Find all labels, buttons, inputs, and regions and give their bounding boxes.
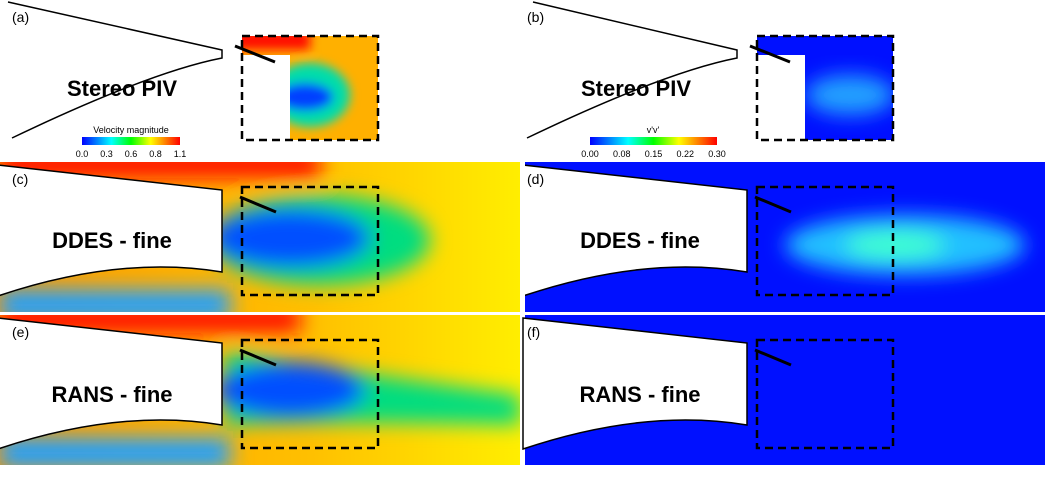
panel-e	[0, 315, 520, 465]
colorbar-tick-label: 1.1	[174, 149, 187, 159]
colorbar	[82, 137, 180, 145]
colorbar-tick-label: 0.6	[125, 149, 138, 159]
flap	[239, 348, 277, 367]
colorbar-tick-label: 0.30	[708, 149, 726, 159]
nozzle	[7, 1, 223, 139]
window-box	[240, 34, 380, 142]
flap	[234, 44, 276, 64]
panel-label: (b)	[527, 9, 544, 25]
nozzle	[526, 1, 738, 139]
flap	[749, 44, 791, 64]
window-box	[755, 338, 895, 450]
colorbar-tick-label: 0.0	[76, 149, 89, 159]
panel-a	[7, 1, 380, 145]
colorbar-tick-label: 0.3	[100, 149, 113, 159]
colorbar-tick-label: 0.8	[149, 149, 162, 159]
colorbar-tick-label: 0.15	[645, 149, 663, 159]
panel-title: RANS - fine	[52, 382, 173, 407]
panel-b	[526, 1, 895, 145]
nozzle	[0, 317, 223, 450]
panel-label: (d)	[527, 171, 544, 187]
panel-title: DDES - fine	[52, 228, 172, 253]
window-box	[240, 338, 380, 450]
window-box	[240, 185, 380, 297]
colorbar-tick-label: 0.08	[613, 149, 631, 159]
colorbar-title: v'v'	[647, 125, 660, 135]
colorbar-ticks: 0.0 0.3 0.6 0.8 1.1 0.00 0.08 0.15 0.22 0.30	[76, 149, 726, 159]
panel-label: (c)	[12, 171, 28, 187]
window-box	[755, 34, 895, 142]
panel-title: Stereo PIV	[581, 76, 691, 101]
panel-label: (f)	[527, 324, 540, 340]
nozzle	[0, 164, 223, 297]
piv-field	[242, 36, 378, 140]
panel-f	[522, 315, 1045, 465]
panel-c	[0, 162, 520, 312]
colorbar-tick-label: 0.22	[676, 149, 694, 159]
panel-title: Stereo PIV	[67, 76, 177, 101]
colorbar-tick-label: 0.00	[581, 149, 599, 159]
colorbar	[590, 137, 717, 145]
panel-title: RANS - fine	[580, 382, 701, 407]
flap	[239, 195, 277, 214]
flap	[754, 348, 792, 367]
panel-title: DDES - fine	[580, 228, 700, 253]
panel-label: (e)	[12, 324, 29, 340]
piv-field	[757, 36, 893, 140]
panel-label: (a)	[12, 9, 29, 25]
window-box	[755, 185, 895, 297]
colorbar-title: Velocity magnitude	[93, 125, 169, 135]
flap	[754, 195, 792, 214]
